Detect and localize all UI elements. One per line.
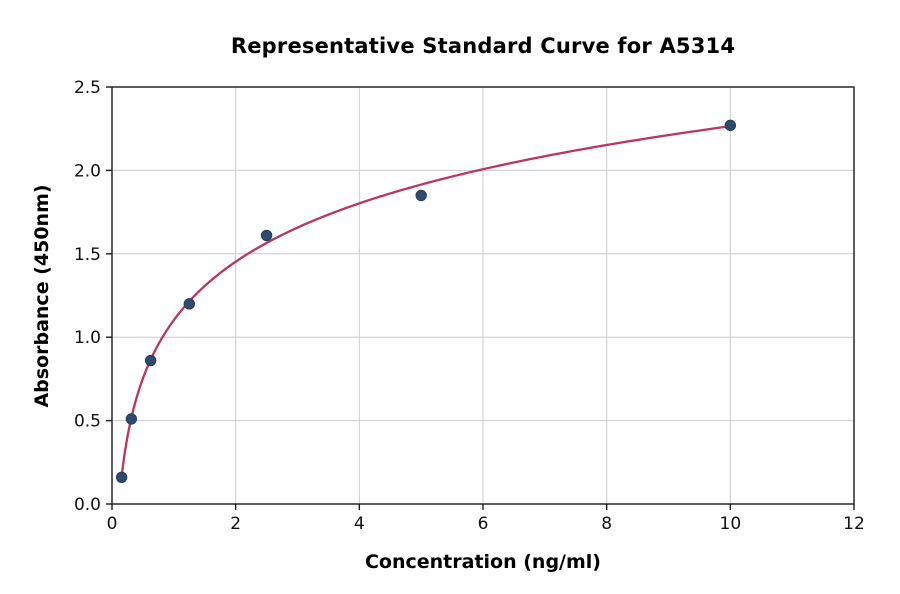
data-point <box>183 298 195 310</box>
x-tick-label: 10 <box>720 514 742 534</box>
data-point <box>260 229 273 242</box>
data-point <box>115 471 128 484</box>
y-tick-label: 2.5 <box>74 78 101 98</box>
x-tick-label: 4 <box>354 514 365 534</box>
x-tick-label: 2 <box>230 514 241 534</box>
chart-title: Representative Standard Curve for A5314 <box>230 34 736 58</box>
data-point <box>415 189 427 202</box>
y-tick-label: 2.0 <box>74 161 101 181</box>
data-point <box>144 354 157 367</box>
y-tick-label: 1.5 <box>74 245 101 265</box>
x-tick-label: 6 <box>478 514 489 534</box>
y-axis-label: Absorbance (450nm) <box>31 184 53 408</box>
data-point <box>724 119 737 132</box>
x-axis-label: Concentration (ng/ml) <box>364 551 601 573</box>
fit-curve <box>120 125 732 478</box>
data-point <box>125 413 138 425</box>
x-tick-label: 0 <box>107 514 118 534</box>
y-tick-label: 0.5 <box>74 412 101 432</box>
y-tick-label: 0.0 <box>74 495 101 515</box>
x-tick-label: 12 <box>843 514 865 534</box>
x-tick-label: 8 <box>601 514 612 534</box>
y-tick-label: 1.0 <box>74 328 101 348</box>
